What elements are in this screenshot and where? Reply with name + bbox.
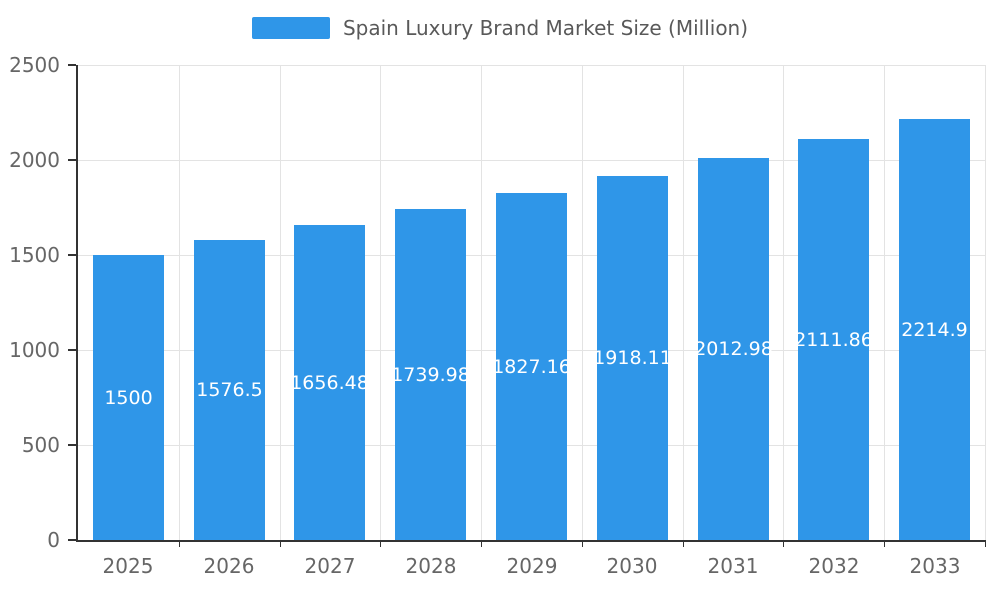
v-gridline	[481, 65, 482, 540]
x-axis-tick	[481, 540, 482, 547]
bar-2029[interactable]: 1827.16	[492, 193, 571, 540]
y-axis-tick	[68, 349, 76, 351]
bar-2028[interactable]: 1739.98	[391, 209, 470, 540]
bar-value-label: 2111.86	[794, 328, 873, 351]
bar-value-label: 1739.98	[391, 363, 470, 386]
bar-value-label: 2214.9	[901, 318, 968, 341]
y-axis-tick	[68, 254, 76, 256]
bar-2025[interactable]: 1500	[93, 255, 164, 540]
v-gridline	[884, 65, 885, 540]
legend-label: Spain Luxury Brand Market Size (Million)	[342, 16, 749, 40]
y-axis-tick	[68, 539, 76, 541]
x-axis-tick-label: 2027	[304, 554, 356, 578]
v-gridline	[280, 65, 281, 540]
y-axis-tick	[68, 444, 76, 446]
y-axis-tick-label: 2500	[9, 53, 60, 77]
bar-value-label: 1500	[104, 386, 153, 409]
bar-value-label: 1576.5	[196, 379, 263, 401]
x-axis-tick-label: 2031	[707, 554, 759, 578]
v-gridline	[985, 65, 986, 540]
x-axis-tick-label: 2028	[405, 554, 457, 578]
bar-2030[interactable]: 1918.11	[593, 176, 672, 540]
x-axis-tick	[280, 540, 281, 547]
y-axis-tick	[68, 159, 76, 161]
bar-2026[interactable]: 1576.5	[194, 240, 265, 540]
x-axis-tick	[582, 540, 583, 547]
plot-area: 0 500 1000 1500 2000 2500 1500 2025 1576.5 2026 16…	[9, 53, 986, 578]
v-gridline	[683, 65, 684, 540]
x-axis-tick	[179, 540, 180, 547]
y-axis-line	[76, 65, 78, 540]
h-gridline	[78, 65, 985, 66]
bar-2033[interactable]: 2214.9	[899, 119, 970, 540]
x-axis-line	[76, 540, 985, 542]
bar-2027[interactable]: 1656.48	[290, 225, 369, 540]
v-gridline	[179, 65, 180, 540]
y-axis-tick-label: 0	[47, 528, 60, 552]
x-axis-tick	[783, 540, 784, 547]
x-axis-tick	[683, 540, 684, 547]
x-axis-tick-label: 2025	[102, 554, 154, 578]
bar-2031[interactable]: 2012.98	[694, 158, 773, 540]
y-axis-tick-label: 500	[21, 433, 60, 457]
bar-value-label: 1656.48	[290, 371, 369, 394]
x-axis-tick-label: 2026	[203, 554, 255, 578]
y-axis-tick-label: 1500	[9, 243, 60, 267]
x-axis-tick	[985, 540, 986, 547]
bar-2032[interactable]: 2111.86	[794, 139, 873, 540]
x-axis-tick	[884, 540, 885, 547]
x-axis-tick-label: 2029	[506, 554, 558, 578]
bar-value-label: 1827.16	[492, 355, 571, 378]
legend[interactable]: Spain Luxury Brand Market Size (Million)	[0, 16, 1000, 40]
h-gridline	[78, 160, 985, 161]
v-gridline	[582, 65, 583, 540]
x-axis-tick	[380, 540, 381, 547]
v-gridline	[783, 65, 784, 540]
x-axis-tick-label: 2033	[909, 554, 961, 578]
x-axis-tick-label: 2030	[606, 554, 658, 578]
y-axis-tick-label: 1000	[9, 338, 60, 362]
v-gridline	[380, 65, 381, 540]
legend-swatch-icon	[251, 17, 330, 39]
bar-value-label: 2012.98	[694, 338, 773, 360]
y-axis-tick-label: 2000	[9, 148, 60, 172]
bar-value-label: 1918.11	[593, 347, 672, 369]
y-axis-tick	[68, 64, 76, 66]
x-axis-tick-label: 2032	[808, 554, 860, 578]
